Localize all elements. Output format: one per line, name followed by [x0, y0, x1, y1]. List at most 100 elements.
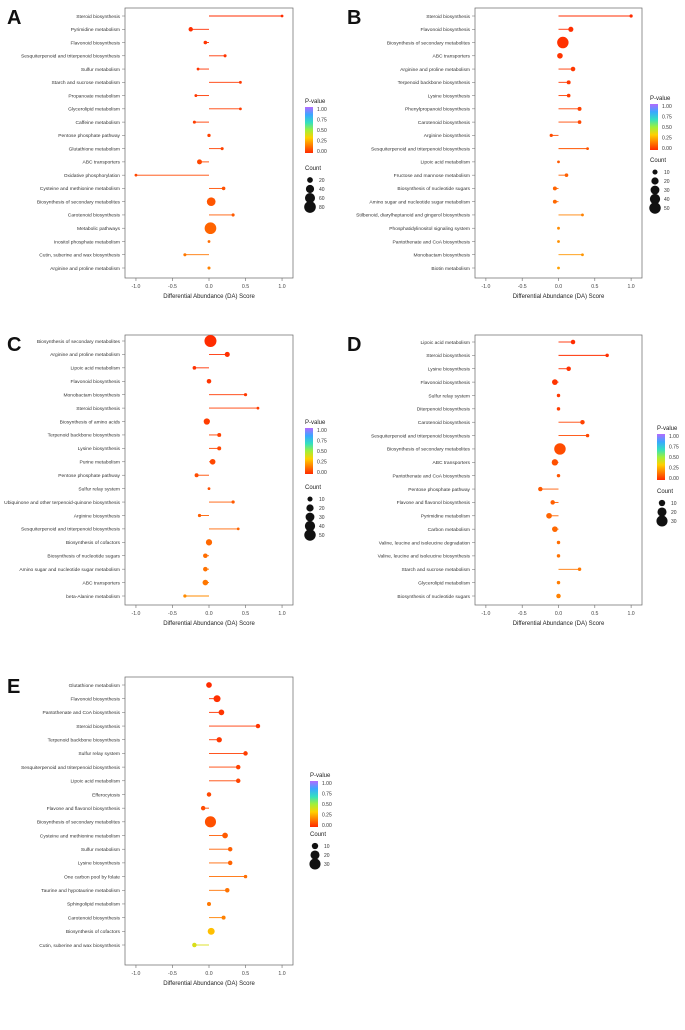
pathway-label: Lysine biosynthesis	[78, 446, 121, 452]
plot-area	[474, 7, 643, 279]
pathway-label: Flavonoid biosynthesis	[71, 696, 121, 702]
pvalue-legend-title: P-value	[310, 773, 331, 779]
pathway-label: Glutathione metabolism	[69, 683, 120, 689]
pathway-label: Arginine biosynthesis	[74, 513, 121, 519]
x-tick-label: -1.0	[131, 971, 140, 977]
pathway-label: Lysine biosynthesis	[428, 93, 471, 99]
pathway-label: Oxidative phosphorylation	[64, 173, 121, 179]
pathway-point	[557, 240, 560, 243]
count-legend-title: Count	[650, 158, 666, 164]
pathway-label: Glutathione metabolism	[69, 146, 120, 152]
pathway-label: Cysteine and methionine metabolism	[40, 833, 120, 839]
x-axis-label: Differential Abundance (DA) Score	[163, 294, 255, 300]
pathway-label: ABC transporters	[432, 54, 470, 60]
pathway-label: Biotin metabolism	[431, 266, 470, 272]
pathway-point	[227, 860, 233, 866]
pvalue-tick-label: 0.50	[317, 128, 327, 134]
count-legend-label: 20	[664, 179, 670, 185]
pathway-point	[550, 500, 555, 505]
x-tick-label: -0.5	[168, 611, 177, 617]
count-legend-dot	[311, 842, 319, 850]
pathway-point	[556, 593, 561, 599]
pathway-label: Amino sugar and nucleotide sugar metabol…	[19, 567, 120, 573]
pathway-label: Inositol phosphate metabolism	[54, 239, 120, 245]
count-legend: Count 10 20 30 40 50	[649, 158, 670, 214]
pathway-point	[570, 66, 576, 72]
pathway-point	[256, 406, 260, 410]
pathway-label: Biosynthesis of cofactors	[66, 929, 121, 935]
pathway-label: Caffeine metabolism	[76, 120, 121, 126]
pathway-label: Metabolic pathways	[77, 226, 121, 232]
pvalue-legend: P-value 1.00 0.75 0.50 0.25 0.00	[657, 426, 679, 482]
pvalue-tick-label: 0.75	[317, 117, 327, 123]
pathway-point	[207, 133, 211, 138]
count-legend-dot	[658, 499, 666, 507]
pvalue-tick-label: 0.00	[317, 149, 327, 155]
count-legend-dot	[304, 201, 316, 213]
pathway-label: Pyrimidine metabolism	[421, 514, 470, 520]
pvalue-tick-label: 0.75	[322, 791, 332, 797]
pathway-label: Sesquiterpenoid and triterpenoid biosynt…	[21, 54, 121, 60]
pathway-point	[197, 159, 202, 165]
pathway-point	[207, 927, 215, 935]
pathway-point	[239, 80, 242, 84]
count-legend-dot	[307, 496, 313, 502]
pathway-label: Amino sugar and nucleotide sugar metabol…	[369, 199, 470, 205]
plot-area	[124, 7, 294, 279]
count-legend-dot	[310, 850, 320, 860]
pathway-label: ABC transporters	[432, 460, 470, 466]
pathway-point	[239, 107, 242, 111]
pathway-point	[217, 446, 222, 451]
pathway-point	[557, 226, 560, 230]
pathway-label: Starch and sucrose metabolism	[402, 567, 471, 573]
pathway-point	[204, 222, 217, 235]
count-legend-label: 10	[671, 501, 677, 507]
pathway-point	[205, 539, 213, 546]
pathway-point	[549, 133, 553, 137]
pathway-label: Biosynthesis of secondary metabolites	[37, 199, 121, 205]
pathway-point	[194, 94, 198, 97]
pathway-point	[203, 418, 210, 425]
count-legend-label: 30	[664, 188, 670, 194]
pathway-point	[585, 433, 590, 438]
count-legend-label: 40	[319, 524, 325, 530]
pvalue-tick-label: 0.50	[669, 455, 679, 461]
count-legend-label: 30	[319, 515, 325, 521]
x-tick-label: -0.5	[168, 284, 177, 290]
pathway-point	[557, 160, 560, 164]
panel-e: E -1.0 -0.5 0.0 0.5 1.0 Differential Abundance…	[7, 676, 332, 987]
plot-area	[124, 334, 294, 606]
panel-label: D	[347, 334, 361, 356]
pathway-point	[551, 459, 559, 466]
pathway-point	[192, 120, 196, 124]
pvalue-colorbar	[650, 104, 658, 150]
pvalue-tick-label: 0.00	[669, 476, 679, 482]
pathway-point	[577, 120, 582, 124]
pathway-label: ABC transporters	[82, 160, 120, 166]
pathway-label: Sesquiterpenoid and triterpenoid biosynt…	[21, 527, 121, 533]
pathway-point	[577, 106, 582, 111]
pathway-label: One carbon pool by folate	[64, 874, 120, 880]
pathway-label: Sulfur metabolism	[81, 847, 120, 853]
pvalue-tick-label: 0.00	[317, 470, 327, 476]
pathway-point	[188, 27, 193, 32]
pathway-label: Flavonoid biosynthesis	[71, 40, 121, 46]
pvalue-tick-label: 0.25	[669, 465, 679, 471]
x-tick-label: -0.5	[518, 611, 527, 617]
pvalue-legend: P-value 1.00 0.75 0.50 0.25 0.00	[305, 99, 327, 155]
pathway-point	[194, 473, 199, 478]
pathway-label: Glycerolipid metabolism	[418, 580, 470, 586]
pathway-point	[206, 792, 212, 797]
pathway-point	[213, 695, 221, 703]
count-legend-title: Count	[310, 832, 326, 838]
pvalue-legend: P-value 1.00 0.75 0.50 0.25 0.00	[310, 773, 332, 829]
pathway-point	[243, 751, 248, 756]
pathway-label: Cutin, suberine and wax biosynthesis	[39, 943, 120, 949]
pathway-label: Biosynthesis of cofactors	[66, 540, 121, 546]
pvalue-tick-label: 0.75	[662, 114, 672, 120]
pathway-label: Steroid biosynthesis	[76, 14, 120, 20]
pathway-point	[581, 213, 584, 217]
pvalue-tick-label: 0.25	[317, 138, 327, 144]
count-legend-label: 30	[324, 862, 330, 868]
pathway-label: Sulfur metabolism	[81, 67, 120, 73]
